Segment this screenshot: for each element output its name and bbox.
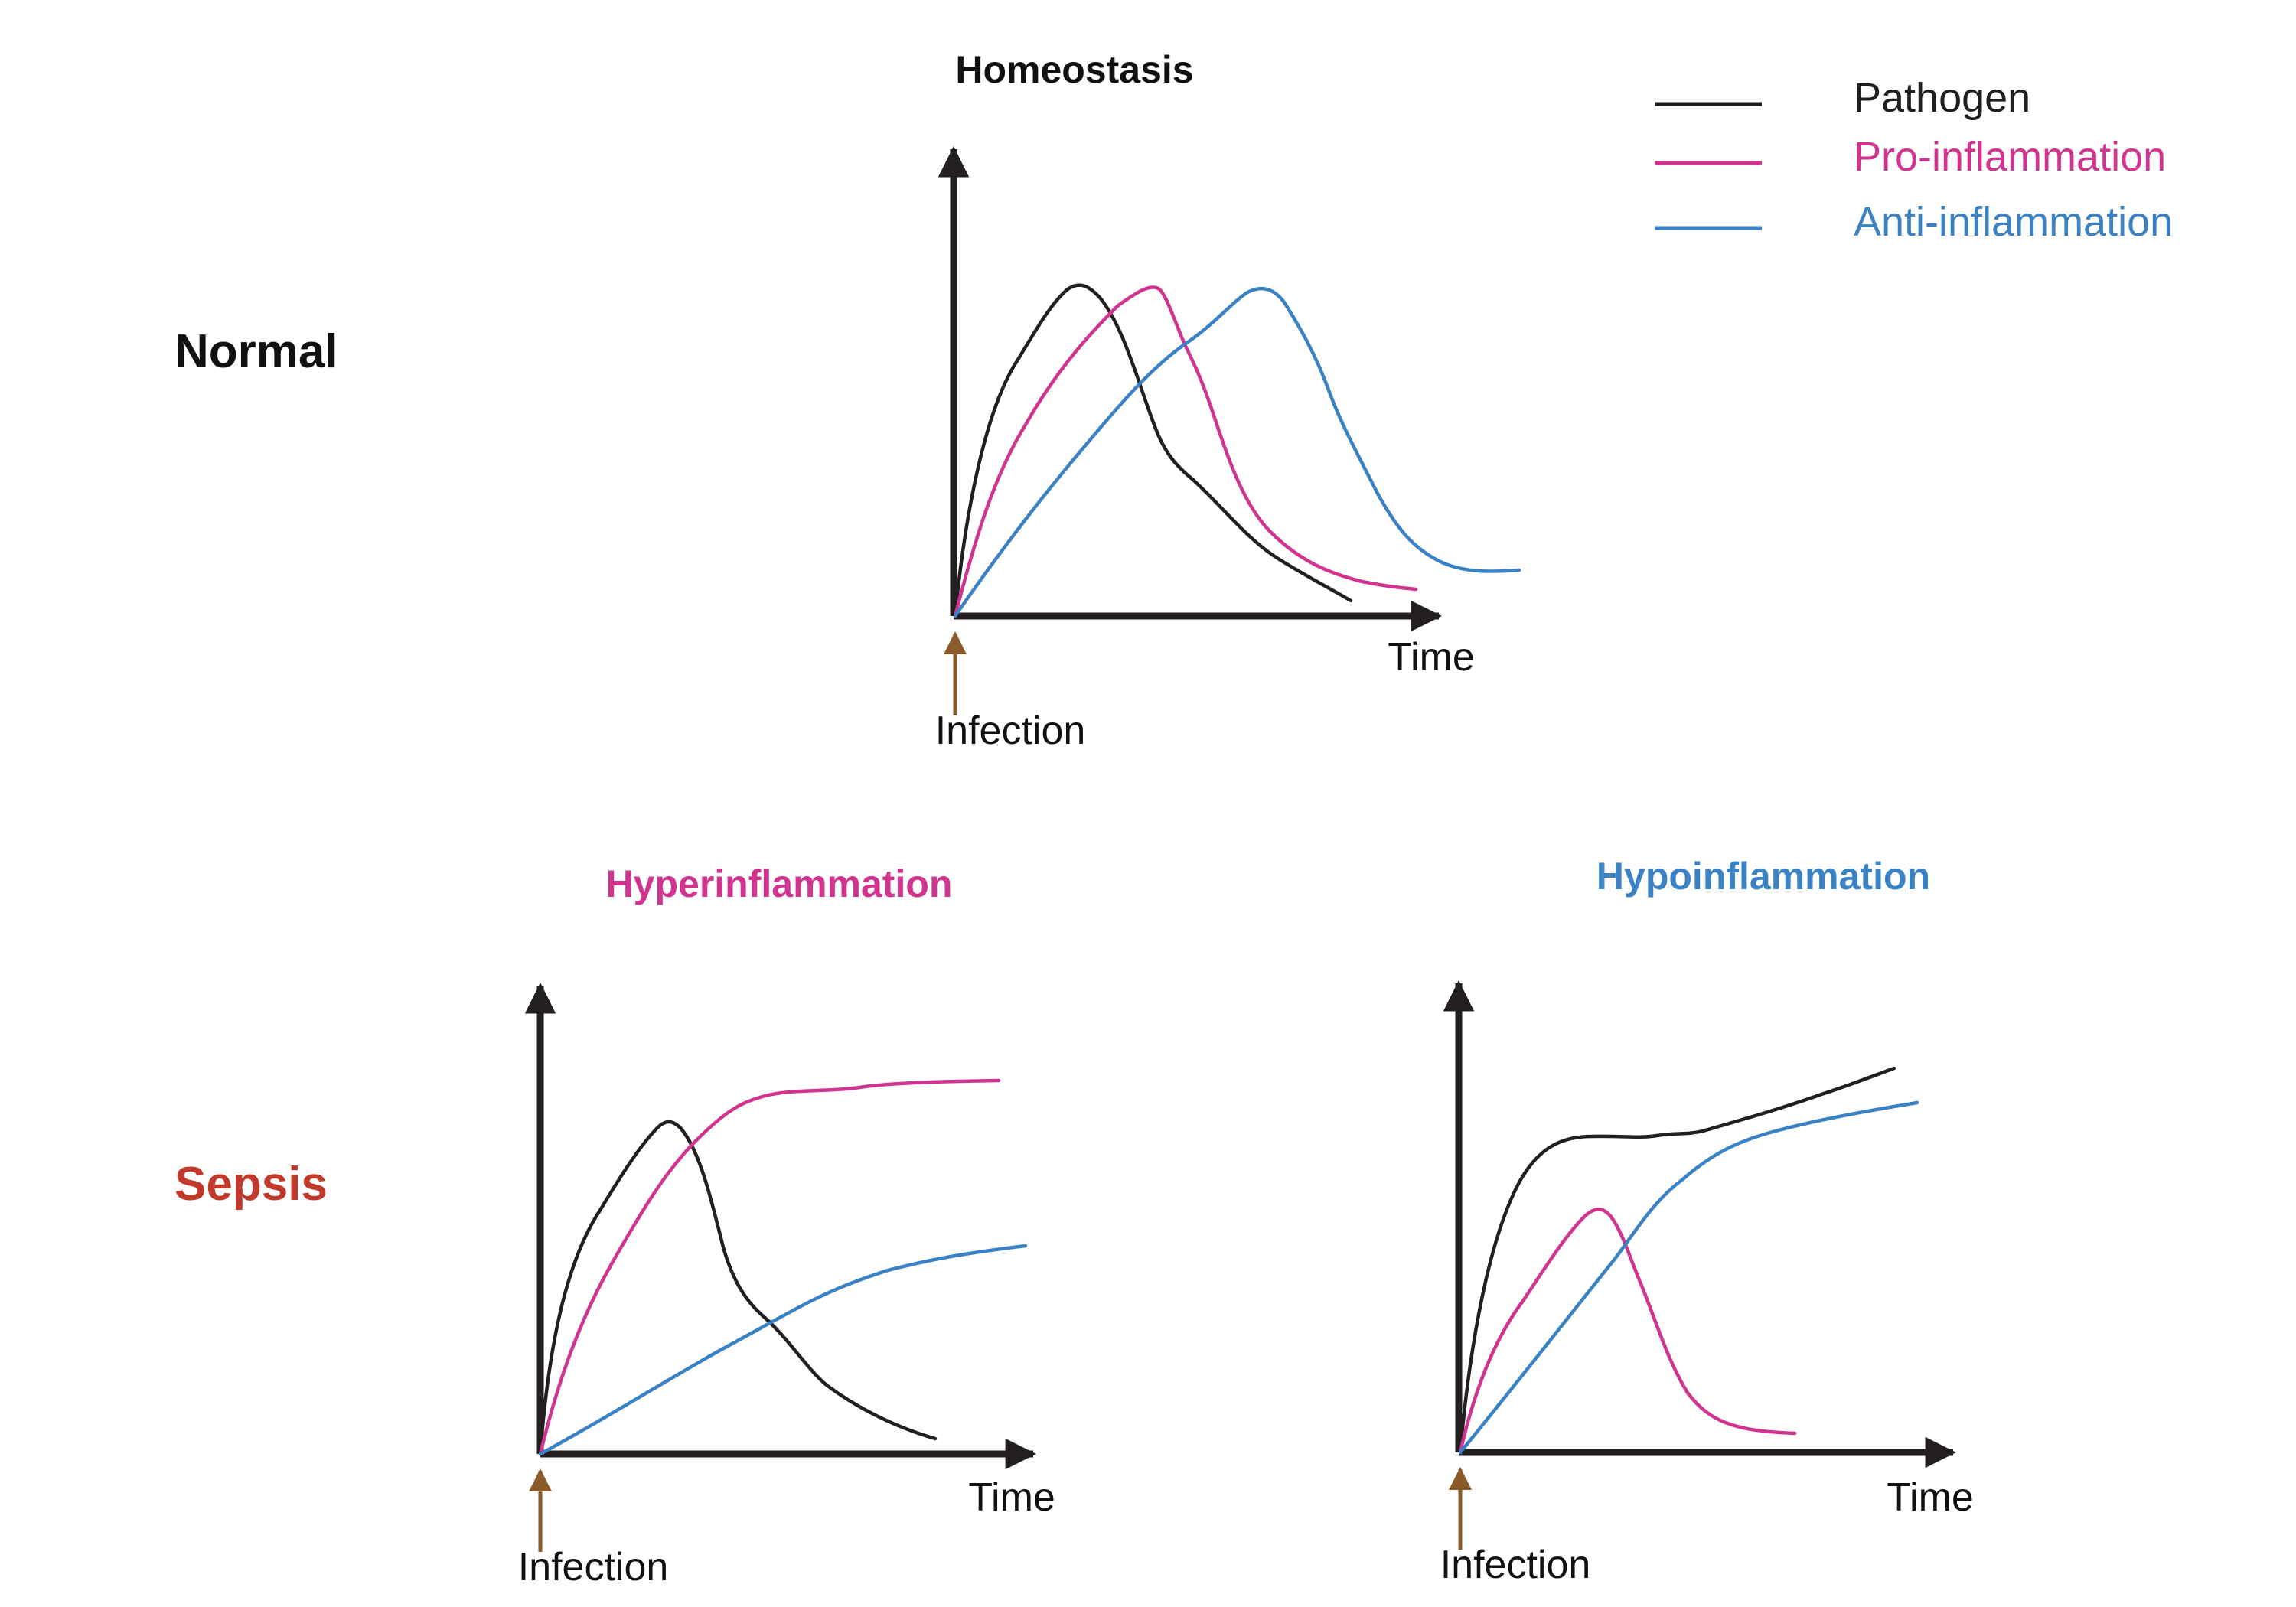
infection-label-hyper: Infection (518, 1545, 669, 1589)
infection-label-homeostasis: Infection (935, 709, 1086, 753)
panel-title-hyper: Hyperinflammation (606, 862, 953, 905)
panel-title-homeostasis: Homeostasis (955, 48, 1193, 91)
curve-pathogen-hyper (538, 1120, 938, 1456)
legend-label-pro: Pro-inflammation (1854, 134, 2166, 180)
curve-pathogen-homeostasis (953, 283, 1353, 618)
curve-anti-homeostasis (953, 286, 1521, 618)
curve-pro-hyper (538, 1078, 1001, 1456)
infection-label-hypo: Infection (1440, 1543, 1591, 1587)
curve-anti-hypo (1458, 1100, 1919, 1455)
curve-anti-hyper (538, 1244, 1028, 1456)
row-label-sepsis: Sepsis (174, 1158, 328, 1211)
curve-pro-hypo (1458, 1208, 1797, 1455)
curve-pro-homeostasis (953, 285, 1418, 618)
legend: Pathogen Pro-inflammation Anti-inflammat… (1655, 75, 2173, 245)
x-axis-label-hyper: Time (968, 1475, 1055, 1520)
legend-label-pathogen: Pathogen (1854, 75, 2030, 121)
legend-label-anti: Anti-inflammation (1854, 199, 2173, 245)
panel-homeostasis: Homeostasis Time Infection (935, 48, 1521, 753)
row-label-normal: Normal (174, 325, 338, 378)
x-axis-label-homeostasis: Time (1388, 635, 1475, 680)
panel-hypo: Hypoinflammation Time Infection (1440, 855, 1974, 1587)
panel-title-hypo: Hypoinflammation (1596, 855, 1930, 898)
curve-pathogen-hypo (1458, 1066, 1896, 1455)
panel-hyper: Hyperinflammation Time Infection (518, 862, 1055, 1589)
x-axis-label-hypo: Time (1887, 1475, 1974, 1520)
